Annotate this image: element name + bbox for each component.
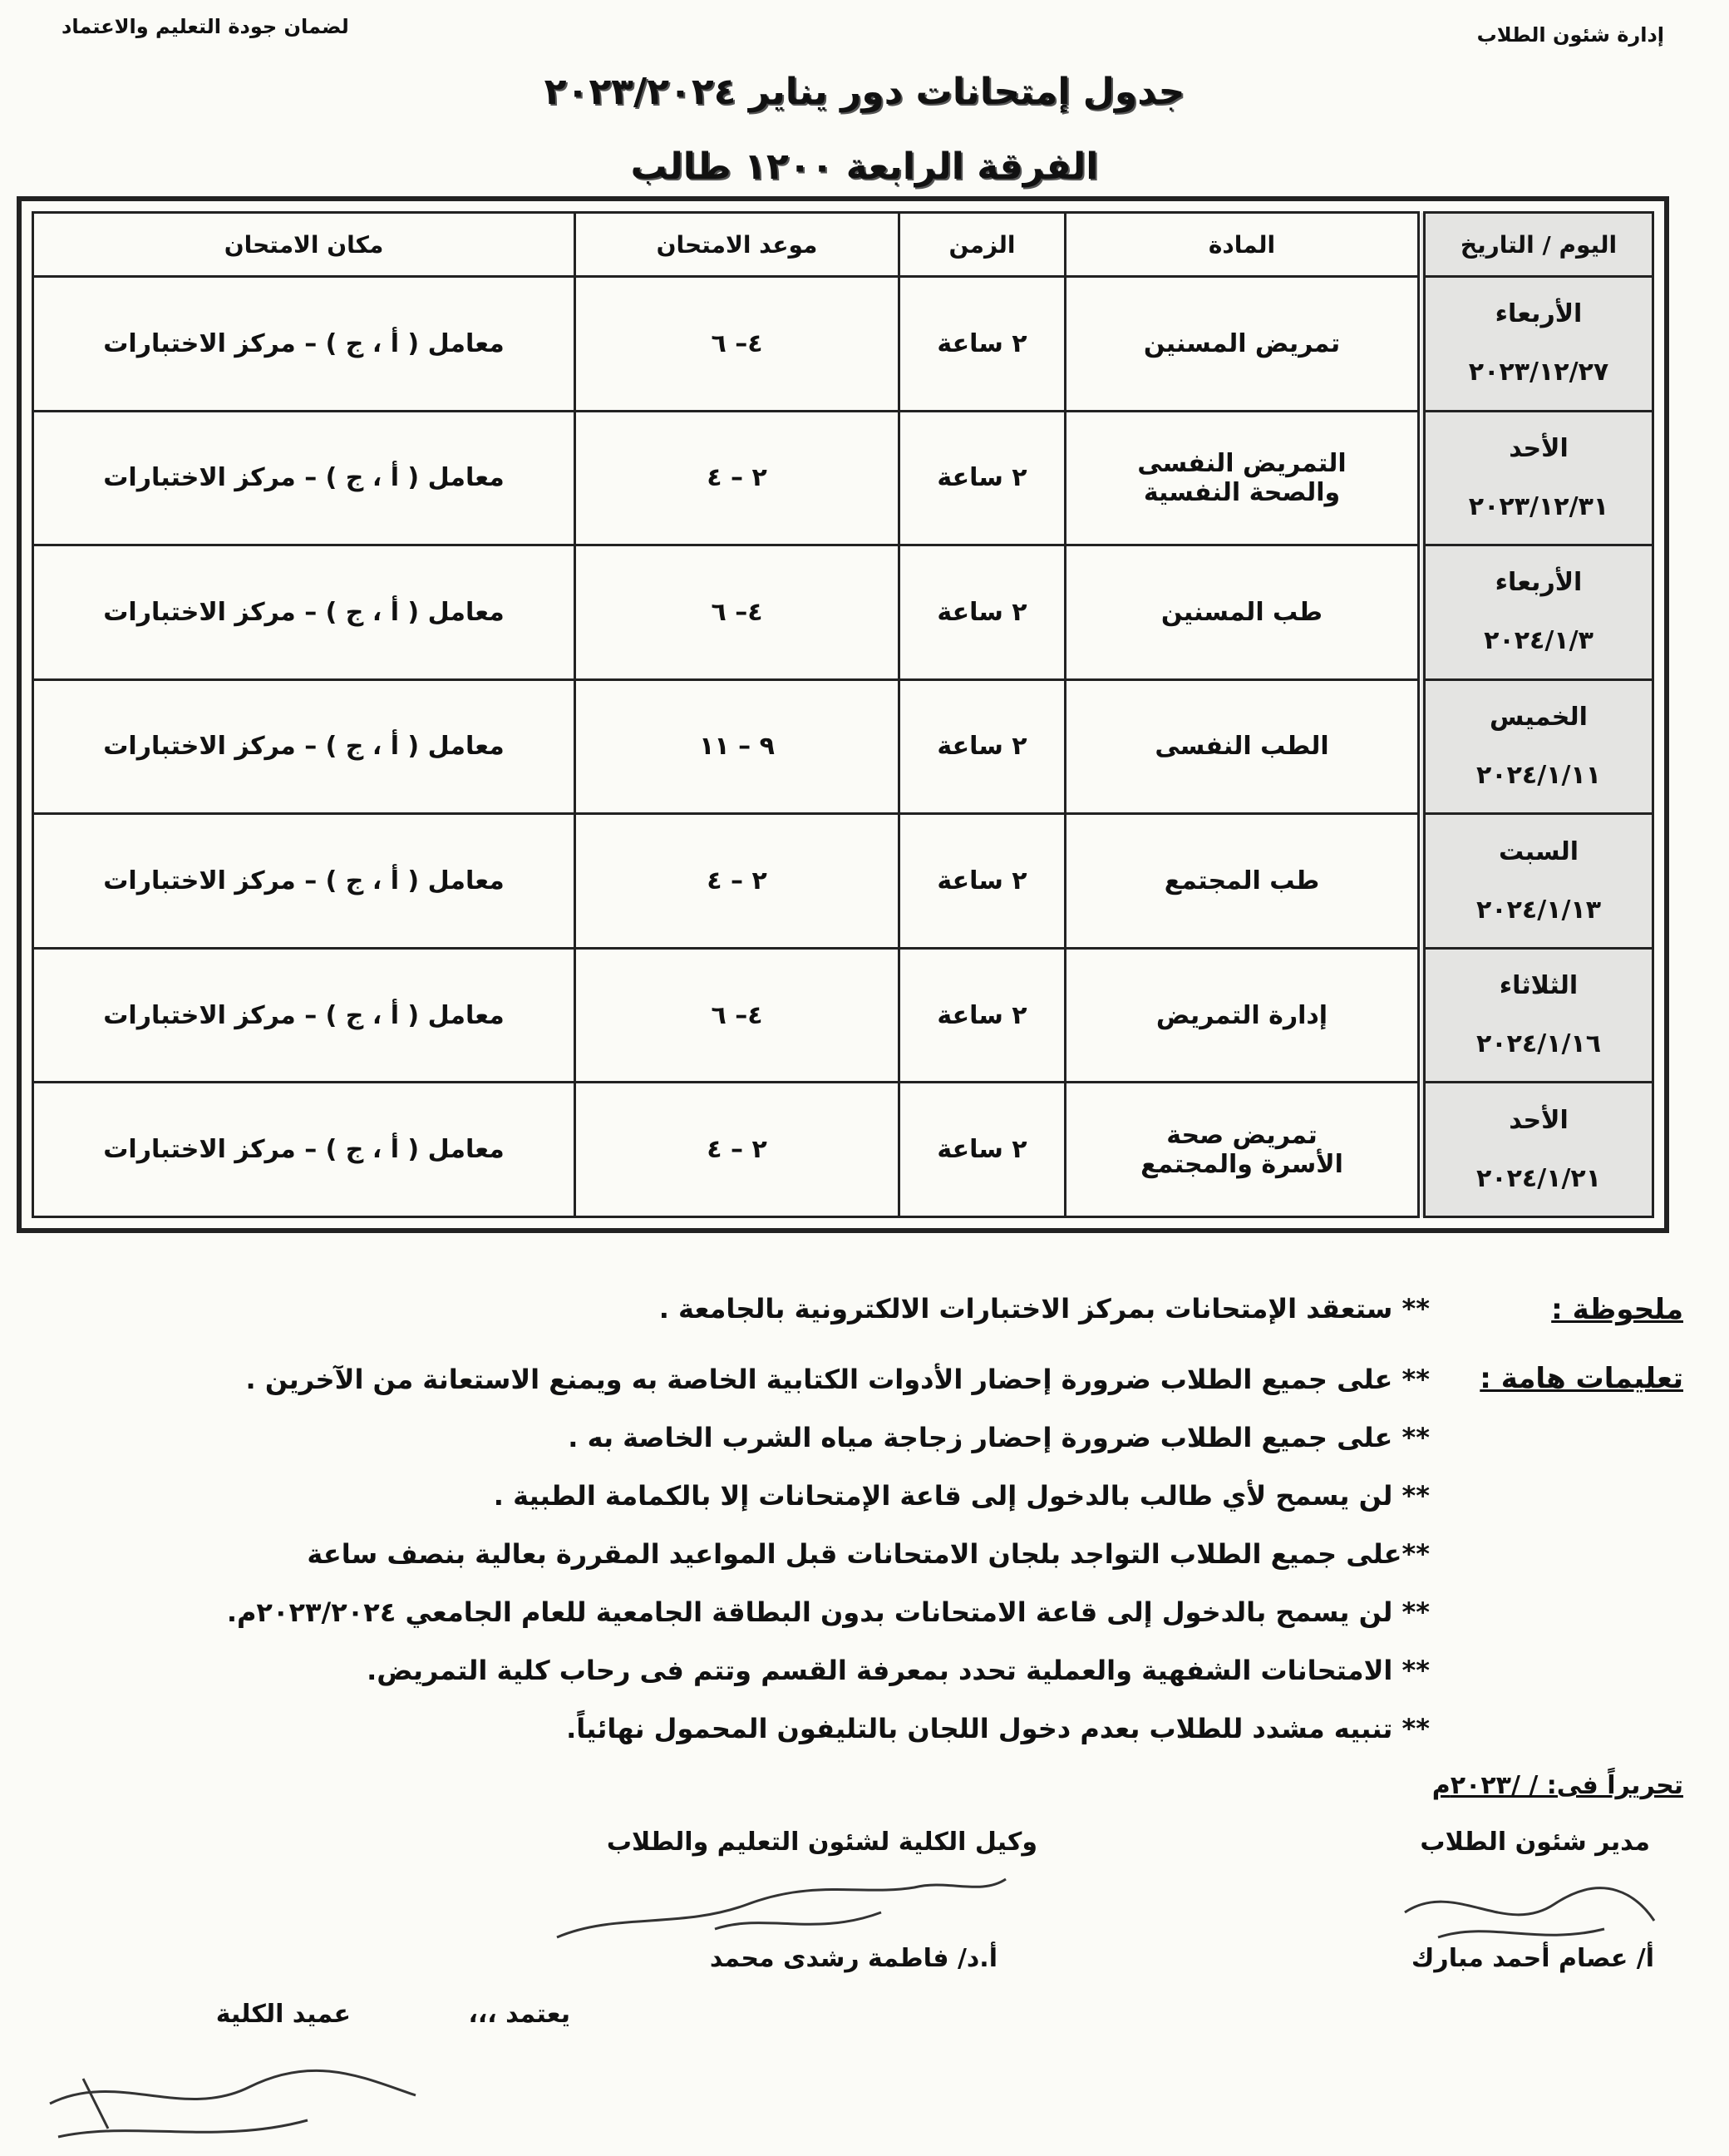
dean-signature [49, 2069, 416, 2139]
director-title: مدير شئون الطلاب [1420, 1828, 1650, 1857]
header-day: اليوم / التاريخ [1417, 211, 1654, 278]
subject-name: تمريض المسنين [1143, 328, 1341, 358]
subject-cell: تمريض صحة الأسرة والمجتمع [1064, 1081, 1423, 1218]
day-date-cell: الخميس ٢٠٢٤/١/١١ [1417, 678, 1654, 816]
day-name: الأحد [1509, 1105, 1569, 1135]
note-label: ملحوظة : [1551, 1293, 1683, 1326]
director-name: أ/ عصام أحمد مبارك [1411, 1944, 1654, 1973]
place-cell: معامل ( أ ، ج ) – مركز الاختبارات [32, 1081, 576, 1218]
subject-cell: التمريض النفسى والصحة النفسية [1064, 409, 1423, 547]
quality-unit-header: لضمان جودة التعليم والاعتماد [62, 15, 349, 38]
time-cell: ٤– ٦ [574, 946, 900, 1084]
place-cell: معامل ( أ ، ج ) – مركز الاختبارات [32, 678, 576, 816]
table-row: الأحد ٢٠٢٤/١/٢١ تمريض صحة الأسرة والمجتمع ٢ … [32, 1081, 1654, 1218]
place-cell: معامل ( أ ، ج ) – مركز الاختبارات [32, 812, 576, 950]
table-row: الأحد ٢٠٢٣/١٢/٣١ التمريض النفسى والصحة النف… [32, 409, 1654, 547]
exam-date: ٢٠٢٣/١٢/٣١ [1468, 491, 1609, 521]
duration-cell: ٢ ساعة [898, 409, 1066, 547]
subject-name: الطب النفسى [1155, 732, 1329, 762]
written-on: تحريراً فى: / /٢٠٢٣م [1431, 1771, 1683, 1800]
place-cell: معامل ( أ ، ج ) – مركز الاختبارات [32, 275, 576, 412]
table-header-row: اليوم / التاريخ المادة الزمن موعد الامتح… [32, 211, 1654, 278]
day-name: السبت [1498, 836, 1579, 866]
vice-dean-title: وكيل الكلية لشئون التعليم والطلاب [606, 1828, 1037, 1857]
day-name: الثلاثاء [1499, 971, 1579, 1001]
time-cell: ٤– ٦ [574, 544, 900, 681]
instruction-item: ** لن يسمح لأي طالب بالدخول إلى قاعة الإ… [493, 1480, 1430, 1512]
approved-label: يعتمد ،،، [468, 2000, 570, 2029]
duration-cell: ٢ ساعة [898, 678, 1066, 816]
day-date-cell: الأحد ٢٠٢٣/١٢/٣١ [1417, 409, 1654, 547]
subject-cell: الطب النفسى [1064, 678, 1423, 816]
subject-name: التمريض النفسى [1137, 448, 1347, 478]
day-name: الأحد [1509, 433, 1569, 463]
time-cell: ٢ – ٤ [574, 812, 900, 950]
subject-name: تمريض صحة [1166, 1120, 1318, 1150]
subject-name: طب المجتمع [1164, 866, 1320, 896]
exam-date: ٢٠٢٣/١٢/٢٧ [1468, 358, 1609, 387]
exam-date: ٢٠٢٤/١/١٣ [1475, 895, 1602, 925]
exam-date: ٢٠٢٤/١/٣ [1484, 626, 1594, 656]
subject-name: طب المسنين [1160, 597, 1323, 627]
duration-cell: ٢ ساعة [898, 812, 1066, 950]
instruction-item: ** على جميع الطلاب ضرورة إحضار الأدوات ا… [245, 1364, 1430, 1395]
day-date-cell: السبت ٢٠٢٤/١/١٣ [1417, 812, 1654, 950]
time-cell: ٢ – ٤ [574, 409, 900, 547]
department-header: إدارة شئون الطلاب [1476, 23, 1664, 47]
table-row: الثلاثاء ٢٠٢٤/١/١٦ إدارة التمريض ٢ ساعة ٤– ٦… [32, 946, 1654, 1084]
instruction-item: **على جميع الطلاب التواجد بلجان الامتحان… [307, 1538, 1430, 1570]
place-cell: معامل ( أ ، ج ) – مركز الاختبارات [32, 409, 576, 547]
place-cell: معامل ( أ ، ج ) – مركز الاختبارات [32, 946, 576, 1084]
table-row: الأربعاء ٢٠٢٤/١/٣ طب المسنين ٢ ساعة ٤– ٦ معام… [32, 544, 1654, 681]
duration-cell: ٢ ساعة [898, 275, 1066, 412]
instruction-item: ** لن يسمح بالدخول إلى قاعة الامتحانات ب… [226, 1596, 1430, 1628]
time-cell: ٤– ٦ [574, 275, 900, 412]
day-date-cell: الثلاثاء ٢٠٢٤/١/١٦ [1417, 946, 1654, 1084]
instruction-item: ** على جميع الطلاب ضرورة إحضار زجاجة ميا… [568, 1422, 1430, 1453]
table-row: الأربعاء ٢٠٢٣/١٢/٢٧ تمريض المسنين ٢ ساعة ٤– … [32, 275, 1654, 412]
exam-date: ٢٠٢٤/١/٢١ [1475, 1163, 1602, 1193]
day-name: الأربعاء [1495, 299, 1583, 329]
subject-name-line2: والصحة النفسية [1143, 477, 1341, 507]
table-row: السبت ٢٠٢٤/١/١٣ طب المجتمع ٢ ساعة ٢ – ٤ معامل… [32, 812, 1654, 950]
exam-table: اليوم / التاريخ المادة الزمن موعد الامتح… [17, 196, 1669, 1233]
instruction-item: ** تنبيه مشدد للطلاب بعدم دخول اللجان با… [566, 1713, 1430, 1744]
exam-date: ٢٠٢٤/١/١١ [1475, 760, 1602, 790]
document-title: جدول إمتحانات دور يناير ٢٠٢٣/٢٠٢٤ [544, 71, 1185, 113]
dean-title: عميد الكلية [215, 2000, 351, 2029]
vice-dean-signature [556, 1877, 1007, 1939]
note-text: ** ستعقد الإمتحانات بمركز الاختبارات الا… [658, 1293, 1430, 1325]
day-date-cell: الأحد ٢٠٢٤/١/٢١ [1417, 1081, 1654, 1218]
instruction-item: ** الامتحانات الشفهية والعملية تحدد بمعر… [367, 1655, 1430, 1686]
subject-name: إدارة التمريض [1155, 1000, 1328, 1030]
day-name: الخميس [1490, 702, 1588, 732]
director-signature [1404, 1887, 1656, 1939]
header-duration: الزمن [898, 211, 1066, 278]
duration-cell: ٢ ساعة [898, 544, 1066, 681]
day-date-cell: الأربعاء ٢٠٢٤/١/٣ [1417, 544, 1654, 681]
header-place: مكان الامتحان [32, 211, 576, 278]
exam-date: ٢٠٢٤/١/١٦ [1475, 1029, 1602, 1059]
day-name: الأربعاء [1495, 568, 1583, 598]
place-cell: معامل ( أ ، ج ) – مركز الاختبارات [32, 544, 576, 681]
subject-cell: إدارة التمريض [1064, 946, 1423, 1084]
header-subject: المادة [1064, 211, 1423, 278]
vice-dean-name: أ.د/ فاطمة رشدى محمد [709, 1944, 998, 1973]
header-time: موعد الامتحان [574, 211, 900, 278]
subject-cell: طب المسنين [1064, 544, 1423, 681]
day-date-cell: الأربعاء ٢٠٢٣/١٢/٢٧ [1417, 275, 1654, 412]
subject-cell: طب المجتمع [1064, 812, 1423, 950]
subject-name-line2: الأسرة والمجتمع [1140, 1149, 1343, 1179]
table-row: الخميس ٢٠٢٤/١/١١ الطب النفسى ٢ ساعة ٩ – ١١ مع… [32, 678, 1654, 816]
document-subtitle: الفرقة الرابعة ١٢٠٠ طالب [630, 146, 1099, 188]
time-cell: ٩ – ١١ [574, 678, 900, 816]
instructions-label: تعليمات هامة : [1480, 1362, 1683, 1395]
subject-cell: تمريض المسنين [1064, 275, 1423, 412]
time-cell: ٢ – ٤ [574, 1081, 900, 1218]
duration-cell: ٢ ساعة [898, 1081, 1066, 1218]
duration-cell: ٢ ساعة [898, 946, 1066, 1084]
